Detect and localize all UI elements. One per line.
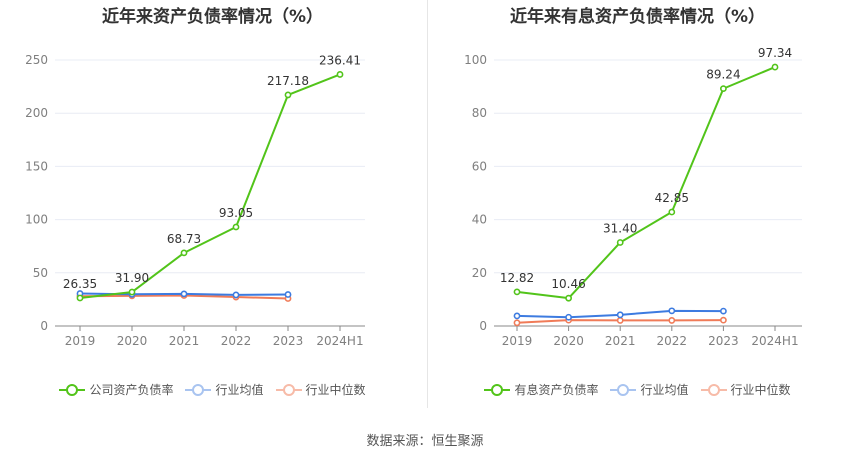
legend-label: 有息资产负债率: [514, 383, 599, 397]
chart-panel-asset-liability: 近年来资产负债率情况（%） 0 50 100 150 200 250 2019 2020 202…: [0, 0, 425, 420]
line-chart-asset-liability: 0 50 100 150 200 250 2019 2020 2021 2022 2023 2024H…: [25, 53, 365, 348]
legend-marker-orange: [275, 383, 302, 396]
data-label: 97.34: [758, 46, 792, 60]
legend-label: 行业均值: [640, 383, 689, 397]
data-point: [719, 85, 727, 93]
data-label: 12.82: [500, 271, 534, 285]
chart-title: 近年来有息资产负债率情况（%）: [509, 7, 766, 27]
legend-label: 行业中位数: [730, 383, 791, 397]
x-tick-label: 2022: [657, 334, 688, 348]
data-point: [513, 312, 521, 320]
data-label: 42.85: [655, 191, 689, 205]
data-point: [128, 288, 136, 296]
data-point: [513, 319, 521, 327]
data-label: 26.35: [63, 277, 97, 291]
x-tick-label: 2020: [117, 334, 148, 348]
data-point: [771, 63, 779, 71]
data-label: 31.40: [603, 221, 637, 235]
data-point: [616, 317, 624, 324]
x-tick-label: 2021: [605, 334, 636, 348]
x-tick-label: 2023: [273, 334, 304, 348]
data-point: [668, 317, 676, 324]
data-point: [513, 288, 521, 296]
data-label: 10.46: [551, 277, 585, 291]
chart-title: 近年来资产负债率情况（%）: [101, 7, 324, 27]
legend-item-industry-mean[interactable]: 行业均值: [185, 381, 264, 398]
legend-marker-blue: [185, 383, 212, 396]
legend-label: 行业均值: [215, 383, 264, 397]
data-label: 31.90: [115, 271, 149, 285]
data-point: [232, 223, 240, 231]
data-point: [668, 208, 676, 216]
y-tick-label: 250: [25, 53, 48, 67]
legend-item-interest-ratio[interactable]: 有息资产负债率: [484, 381, 598, 398]
y-tick-label: 40: [472, 213, 487, 227]
data-label: 236.41: [319, 53, 361, 67]
data-point: [336, 71, 344, 78]
series-line: [516, 66, 776, 300]
x-tick-label: 2021: [169, 334, 200, 348]
y-tick-label: 20: [472, 266, 487, 280]
legend-marker-green: [484, 383, 511, 396]
data-point: [616, 311, 624, 319]
data-point: [284, 291, 292, 298]
panel-divider: [427, 0, 428, 408]
data-label: 93.05: [219, 206, 253, 220]
legend-marker-orange: [700, 383, 727, 396]
y-tick-label: 60: [472, 159, 487, 173]
y-tick-label: 0: [479, 319, 487, 333]
y-tick-label: 200: [25, 106, 48, 120]
legend-item-company-ratio[interactable]: 公司资产负债率: [59, 381, 173, 398]
x-tick-label: 2019: [65, 334, 96, 348]
data-point: [719, 307, 727, 315]
chart-legend: 有息资产负债率 行业均值 行业中位数: [425, 381, 850, 398]
data-point: [284, 91, 292, 99]
series-line: [79, 73, 341, 299]
x-tick-label: 2019: [502, 334, 533, 348]
x-tick-label: 2024H1: [751, 334, 798, 348]
y-tick-label: 100: [25, 213, 48, 227]
data-point: [232, 291, 240, 299]
x-tick-label: 2022: [221, 334, 252, 348]
data-point: [719, 316, 727, 324]
data-source-note: 数据来源：恒生聚源: [366, 434, 484, 449]
legend-item-industry-median[interactable]: 行业中位数: [275, 381, 366, 398]
data-label: 217.18: [267, 74, 309, 88]
data-label: 89.24: [706, 68, 740, 82]
legend-marker-blue: [610, 383, 637, 396]
chart-panel-interest-bearing: 近年来有息资产负债率情况（%） 0 20 40 60 80 100 2019 2020 2021…: [425, 0, 850, 420]
legend-item-industry-median[interactable]: 行业中位数: [700, 381, 791, 398]
x-tick-label: 2024H1: [316, 334, 363, 348]
data-point: [76, 294, 84, 302]
legend-label: 行业中位数: [305, 383, 366, 397]
y-tick-label: 100: [464, 53, 487, 67]
data-point: [180, 249, 188, 257]
x-tick-label: 2020: [553, 334, 584, 348]
data-label: 68.73: [167, 232, 201, 246]
data-point: [668, 307, 676, 315]
data-point: [565, 294, 572, 302]
legend-label: 公司资产负债率: [89, 383, 174, 397]
legend-item-industry-mean[interactable]: 行业均值: [610, 381, 689, 398]
data-point: [616, 239, 624, 246]
y-tick-label: 80: [472, 106, 487, 120]
chart-legend: 公司资产负债率 行业均值 行业中位数: [0, 381, 425, 398]
legend-marker-green: [59, 383, 86, 396]
y-tick-label: 50: [33, 266, 48, 280]
data-point: [565, 313, 572, 321]
line-chart-interest-bearing: 0 20 40 60 80 100 2019 2020 2021 2022 2023 2024H1 12…: [464, 46, 802, 348]
y-tick-label: 0: [40, 319, 48, 333]
data-point: [180, 290, 188, 298]
x-tick-label: 2023: [708, 334, 739, 348]
y-tick-label: 150: [25, 159, 48, 173]
